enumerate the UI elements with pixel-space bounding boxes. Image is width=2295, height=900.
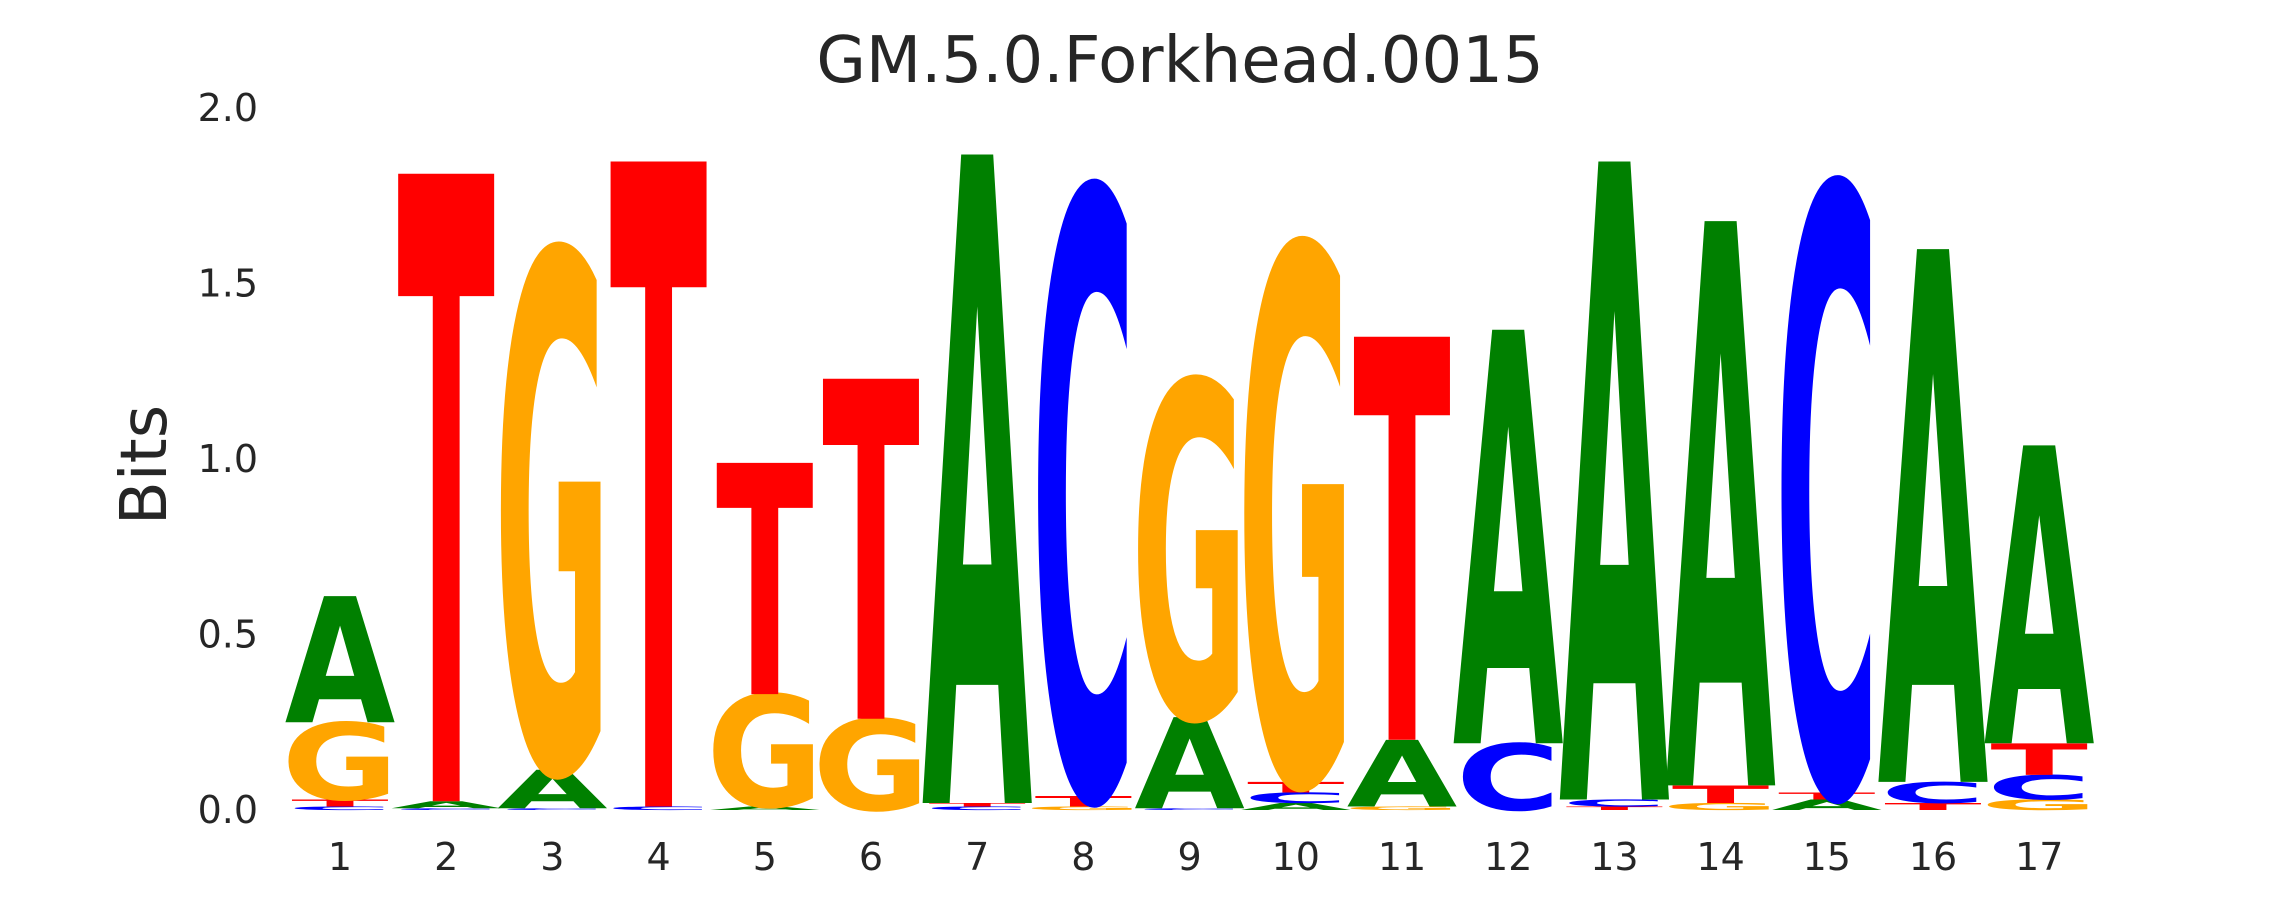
logo-letter-g: G bbox=[494, 111, 611, 900]
logo-letter-c: C bbox=[1987, 769, 2092, 808]
logo-letter-a: A bbox=[1665, 68, 1777, 900]
y-tick-label: 0.5 bbox=[198, 613, 258, 657]
logo-letter-g: G bbox=[1131, 289, 1248, 827]
logo-letter-c: C bbox=[1881, 776, 1986, 810]
logo-letter-g: G bbox=[1662, 801, 1779, 812]
x-tick-label: 5 bbox=[753, 835, 777, 879]
logo-letter-a: A bbox=[285, 563, 396, 764]
logo-letter-g: G bbox=[812, 694, 929, 840]
x-tick-label: 16 bbox=[1909, 835, 1957, 879]
logo-letter-c: C bbox=[1243, 790, 1348, 807]
logo-letter-t: T bbox=[1035, 793, 1132, 810]
logo-letter-g: G bbox=[1025, 806, 1142, 812]
logo-letter-a: A bbox=[1559, 0, 1671, 900]
x-axis-ticks: 1 2 3 4 5 6 7 8 9 10 11 12 13 14 15 16 17 bbox=[328, 835, 2063, 879]
logo-letter-t: T bbox=[1672, 781, 1770, 809]
y-axis-label: Bits bbox=[108, 405, 182, 525]
logo-letter-a: A bbox=[1984, 366, 2096, 841]
x-tick-label: 15 bbox=[1803, 835, 1851, 879]
logo-letter-c: C bbox=[606, 806, 711, 812]
logo-letter-g: G bbox=[1343, 806, 1460, 812]
y-tick-label: 0.0 bbox=[198, 788, 258, 832]
logo-letter-t: T bbox=[822, 287, 920, 829]
x-tick-label: 9 bbox=[1178, 835, 1202, 879]
x-tick-label: 12 bbox=[1484, 835, 1532, 879]
x-tick-label: 14 bbox=[1696, 835, 1744, 879]
logo-letter-t: T bbox=[1353, 228, 1451, 872]
x-tick-label: 3 bbox=[540, 835, 564, 879]
logo-letter-a: A bbox=[1772, 797, 1883, 814]
logo-letter-t: T bbox=[610, 0, 708, 900]
x-tick-label: 4 bbox=[647, 835, 671, 879]
y-tick-label: 1.5 bbox=[198, 262, 258, 306]
x-tick-label: 13 bbox=[1590, 835, 1638, 879]
logo-letter-t: T bbox=[716, 401, 813, 770]
logo-letter-a: A bbox=[1878, 105, 1990, 900]
x-tick-label: 17 bbox=[2015, 835, 2063, 879]
x-tick-label: 7 bbox=[965, 835, 989, 879]
logo-letter-c: C bbox=[925, 806, 1030, 812]
logo-letter-a: A bbox=[710, 806, 821, 812]
logo-letter-t: T bbox=[291, 798, 388, 809]
logo-letter-t: T bbox=[928, 802, 1026, 808]
y-axis-ticks: 0.0 0.5 1.0 1.5 2.0 bbox=[198, 86, 258, 832]
logo-letter-t: T bbox=[397, 3, 495, 900]
x-tick-label: 10 bbox=[1272, 835, 1320, 879]
logo-letter-a: A bbox=[1453, 217, 1565, 878]
logo-letter-t: T bbox=[1778, 791, 1875, 802]
y-tick-label: 2.0 bbox=[198, 86, 258, 130]
logo-letter-g: G bbox=[1237, 99, 1354, 900]
x-tick-label: 6 bbox=[859, 835, 883, 879]
x-tick-label: 2 bbox=[434, 835, 458, 879]
logo-letter-a: A bbox=[1241, 801, 1352, 812]
logo-letter-c: C bbox=[1137, 808, 1242, 811]
logo-letter-t: T bbox=[1884, 801, 1981, 812]
logo-letter-t: T bbox=[1566, 806, 1664, 812]
logo-letter-c: C bbox=[394, 808, 499, 811]
x-tick-label: 1 bbox=[328, 835, 352, 879]
logo-letter-c: C bbox=[1456, 726, 1561, 832]
chart-title: GM.5.0.Forkhead.0015 bbox=[816, 24, 1543, 98]
logo-letter-t: T bbox=[1990, 735, 2087, 785]
logo-letter-g: G bbox=[706, 665, 823, 844]
logo-letter-a: A bbox=[391, 799, 502, 810]
y-tick-label: 1.0 bbox=[198, 437, 258, 481]
logo-letter-a: A bbox=[497, 760, 608, 821]
logo-letter-a: A bbox=[1347, 723, 1458, 829]
x-tick-label: 11 bbox=[1378, 835, 1426, 879]
x-tick-label: 8 bbox=[1071, 835, 1095, 879]
logo-letter-t: T bbox=[1247, 779, 1344, 796]
logo-letter-c: C bbox=[1562, 798, 1667, 809]
logo-letter-c: C bbox=[1031, 24, 1136, 900]
logo-letter-c: C bbox=[288, 806, 393, 812]
logo-letter-c: C bbox=[1774, 20, 1879, 900]
logo-letter-g: G bbox=[1981, 797, 2098, 814]
logo-letter-c: C bbox=[500, 808, 605, 811]
logo-letter-a: A bbox=[922, 0, 1034, 900]
logo-letter-g: G bbox=[281, 701, 398, 825]
logo-letter-a: A bbox=[1134, 692, 1245, 838]
